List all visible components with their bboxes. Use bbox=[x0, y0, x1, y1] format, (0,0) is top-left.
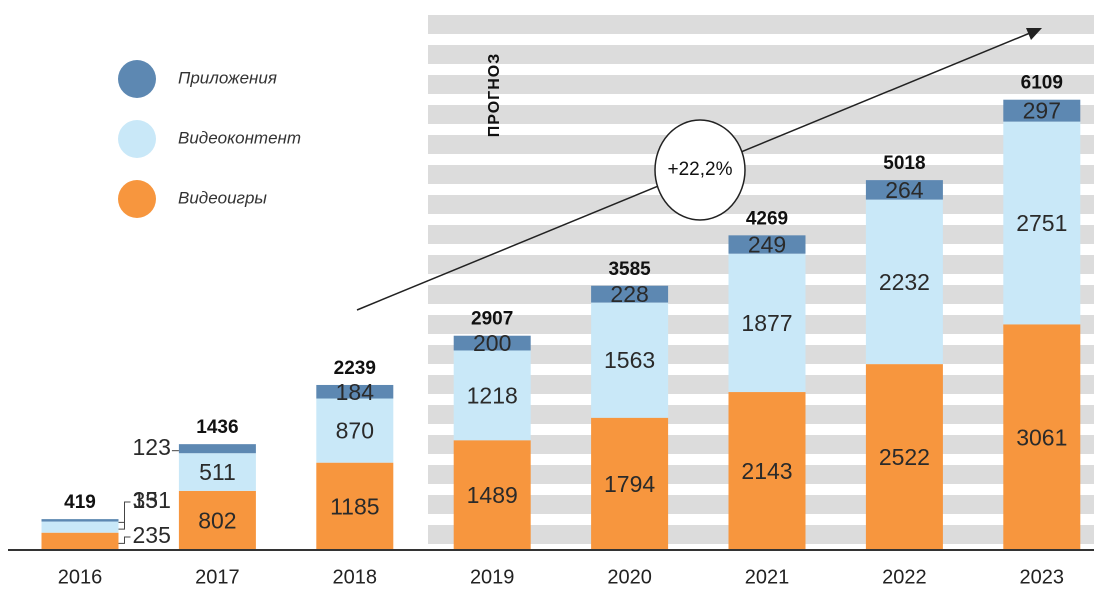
x-tick-label: 2023 bbox=[1020, 566, 1065, 588]
forecast-label: ПРОГНОЗ bbox=[486, 53, 503, 138]
growth-circle bbox=[654, 119, 746, 221]
bar-segment bbox=[728, 235, 806, 254]
segment-label: 870 bbox=[336, 418, 374, 444]
x-tick-label: 2017 bbox=[195, 566, 240, 588]
legend-label: Приложения bbox=[178, 68, 277, 87]
bar-segment bbox=[1003, 99, 1081, 122]
total-label: 5018 bbox=[883, 153, 925, 174]
bar-segment bbox=[591, 417, 669, 550]
bar-segment bbox=[1003, 324, 1081, 550]
segment-label: 228 bbox=[610, 281, 648, 307]
bar-segment bbox=[316, 384, 394, 399]
x-tick-label: 2020 bbox=[607, 566, 652, 588]
segment-label: 297 bbox=[1023, 98, 1061, 124]
legend-swatch bbox=[118, 60, 156, 98]
total-label: 3585 bbox=[608, 259, 651, 280]
label-leader bbox=[118, 501, 131, 523]
segment-label: 249 bbox=[748, 232, 786, 258]
bar-segment bbox=[728, 392, 806, 550]
bar-segment bbox=[865, 364, 943, 550]
segment-label: 3061 bbox=[1016, 424, 1067, 450]
segment-label: 1185 bbox=[330, 493, 379, 519]
total-label: 2907 bbox=[471, 309, 513, 330]
segment-label: 1218 bbox=[467, 382, 518, 408]
legend-swatch bbox=[118, 120, 156, 158]
segment-label: 2522 bbox=[879, 444, 930, 470]
segment-label: 511 bbox=[199, 459, 236, 485]
bar-segment bbox=[728, 253, 806, 393]
bar-segment bbox=[865, 180, 943, 200]
segment-label: 1877 bbox=[741, 310, 792, 336]
segment-label: 235 bbox=[133, 522, 171, 548]
segment-label: 802 bbox=[198, 508, 236, 534]
x-tick-label: 2021 bbox=[745, 566, 790, 588]
segment-label: 264 bbox=[885, 177, 924, 203]
segment-label: 1489 bbox=[467, 482, 518, 508]
bar-segment bbox=[41, 532, 119, 550]
segment-label: 200 bbox=[473, 330, 511, 356]
x-tick-label: 2019 bbox=[470, 566, 515, 588]
segment-label: 2143 bbox=[741, 458, 792, 484]
legend-label: Видеоконтент bbox=[178, 128, 301, 147]
total-label: 2239 bbox=[334, 358, 376, 379]
segment-label: 2232 bbox=[879, 269, 930, 295]
bar-segment bbox=[178, 444, 256, 454]
legend-label: Видеоигры bbox=[178, 188, 267, 207]
bar-segment bbox=[316, 462, 394, 550]
segment-label: 1563 bbox=[604, 347, 655, 373]
bar-segment bbox=[865, 199, 943, 365]
bar-segment bbox=[453, 440, 531, 550]
bar-segment bbox=[178, 490, 256, 550]
bar-segment bbox=[41, 519, 119, 522]
bar-segment bbox=[1003, 121, 1081, 325]
bar-segment bbox=[591, 302, 669, 418]
bar-segment bbox=[316, 398, 394, 463]
bar-segment bbox=[453, 350, 531, 441]
x-tick-label: 2018 bbox=[333, 566, 378, 588]
segment-label: 151 bbox=[133, 487, 171, 513]
segment-label: 2751 bbox=[1016, 210, 1067, 236]
segment-label: 123 bbox=[133, 434, 171, 460]
legend-swatch bbox=[118, 180, 156, 218]
segment-label: 184 bbox=[336, 379, 375, 405]
x-tick-label: 2016 bbox=[58, 566, 103, 588]
segment-label: 33 bbox=[133, 487, 159, 513]
bar-segment bbox=[178, 453, 256, 491]
growth-label: +22,2% bbox=[668, 159, 733, 180]
x-tick-label: 2022 bbox=[882, 566, 927, 588]
total-label: 1436 bbox=[196, 417, 238, 438]
segment-label: 1794 bbox=[604, 471, 655, 497]
total-label: 4269 bbox=[746, 208, 788, 229]
total-label: 419 bbox=[64, 492, 96, 513]
arrow-head bbox=[1026, 28, 1042, 40]
bar-segment bbox=[41, 521, 119, 533]
label-leader bbox=[118, 536, 131, 544]
bar-segment bbox=[591, 285, 669, 303]
bar-segment bbox=[453, 335, 531, 351]
total-label: 6109 bbox=[1021, 73, 1063, 94]
